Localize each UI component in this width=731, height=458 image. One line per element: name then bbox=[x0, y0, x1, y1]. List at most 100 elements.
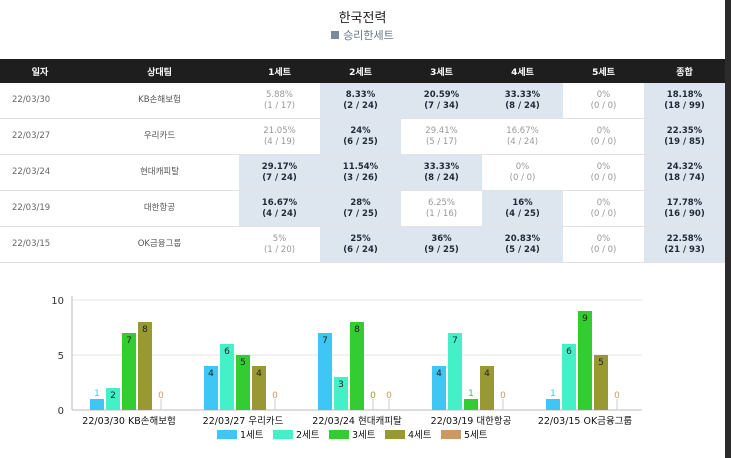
set-count: (7 / 24) bbox=[262, 172, 297, 183]
data-label: 0 bbox=[386, 391, 392, 401]
set-count: (7 / 34) bbox=[424, 100, 459, 111]
total-count: (18 / 99) bbox=[664, 100, 705, 111]
bar bbox=[448, 333, 462, 410]
legend-swatch bbox=[385, 430, 405, 439]
header-set5: 5세트 bbox=[563, 59, 644, 83]
data-label: 0 bbox=[158, 391, 164, 401]
data-label: 6 bbox=[224, 347, 230, 357]
set-percent: 5.88% bbox=[265, 89, 293, 100]
set-percent: 36% bbox=[431, 233, 452, 244]
bar bbox=[204, 366, 218, 410]
row-set4-cell: 20.83% (5 / 24) bbox=[482, 226, 563, 263]
row-set4-cell: 0% (0 / 0) bbox=[482, 154, 563, 191]
set-count: (4 / 25) bbox=[505, 208, 540, 219]
set-percent: 11.54% bbox=[342, 161, 379, 172]
set-count: (0 / 0) bbox=[590, 136, 617, 147]
data-label: 7 bbox=[452, 336, 458, 346]
set-count: (6 / 25) bbox=[343, 136, 378, 147]
data-label: 8 bbox=[354, 325, 360, 335]
row-date: 22/03/15 bbox=[0, 226, 80, 263]
header-date: 일자 bbox=[0, 59, 80, 83]
data-label: 6 bbox=[566, 347, 572, 357]
row-date: 22/03/19 bbox=[0, 190, 80, 227]
row-set2-cell: 28% (7 / 25) bbox=[320, 190, 401, 227]
page-title: 한국전력 bbox=[338, 11, 387, 26]
legend-swatch bbox=[329, 430, 349, 439]
set-count: (1 / 20) bbox=[263, 244, 296, 255]
set-count: (0 / 0) bbox=[590, 172, 617, 183]
row-set3-cell: 33.33% (8 / 24) bbox=[401, 154, 482, 191]
set-percent: 0% bbox=[596, 89, 611, 100]
square-icon bbox=[331, 31, 340, 39]
row-set3-cell: 6.25% (1 / 16) bbox=[401, 190, 482, 227]
row-total-cell: 22.35% (19 / 85) bbox=[644, 118, 725, 155]
set-count: (6 / 24) bbox=[343, 244, 378, 255]
set-percent: 16.67% bbox=[261, 197, 298, 208]
set-percent: 25% bbox=[350, 233, 371, 244]
set-count: (7 / 25) bbox=[343, 208, 378, 219]
set-percent: 33.33% bbox=[504, 89, 541, 100]
row-set5-cell: 0% (0 / 0) bbox=[563, 226, 644, 263]
row-set3-cell: 20.59% (7 / 34) bbox=[401, 83, 482, 119]
data-label: 1 bbox=[468, 389, 474, 399]
set-count: (3 / 26) bbox=[343, 172, 378, 183]
x-tick-label: 22/03/19 대한항공 bbox=[431, 416, 512, 427]
row-set3-cell: 29.41% (5 / 17) bbox=[401, 118, 482, 155]
set-count: (2 / 24) bbox=[343, 100, 378, 111]
set-percent: 8.33% bbox=[345, 89, 376, 100]
row-set5-cell: 0% (0 / 0) bbox=[563, 154, 644, 191]
row-total-cell: 18.18% (18 / 99) bbox=[644, 83, 725, 119]
bar bbox=[546, 399, 560, 410]
row-opponent: OK금융그룹 bbox=[80, 226, 239, 263]
row-set1-cell: 29.17% (7 / 24) bbox=[239, 154, 320, 191]
row-set2-cell: 11.54% (3 / 26) bbox=[320, 154, 401, 191]
set-percent: 6.25% bbox=[427, 197, 455, 208]
data-label: 3 bbox=[338, 380, 344, 390]
header-total: 종합 bbox=[644, 59, 725, 83]
row-set1-cell: 16.67% (4 / 24) bbox=[239, 190, 320, 227]
row-date: 22/03/30 bbox=[0, 83, 80, 119]
bar bbox=[594, 355, 608, 410]
x-tick-label: 22/03/30 KB손해보험 bbox=[82, 415, 175, 427]
set-count: (1 / 16) bbox=[425, 208, 458, 219]
set-percent: 33.33% bbox=[423, 161, 460, 172]
data-label: 0 bbox=[370, 391, 376, 401]
bar bbox=[578, 311, 592, 410]
legend-label: 5세트 bbox=[464, 430, 488, 441]
bar bbox=[318, 333, 332, 410]
table-header-row: 일자 상대팀 1세트 2세트 3세트 4세트 5세트 종합 bbox=[0, 59, 725, 83]
data-label: 4 bbox=[436, 369, 442, 379]
row-set1-cell: 5% (1 / 20) bbox=[239, 226, 320, 263]
set-percent: 24% bbox=[350, 125, 371, 136]
row-total-cell: 22.58% (21 / 93) bbox=[644, 226, 725, 263]
row-set4-cell: 16% (4 / 25) bbox=[482, 190, 563, 227]
data-label: 1 bbox=[550, 389, 556, 399]
data-label: 4 bbox=[484, 369, 490, 379]
row-set2-cell: 25% (6 / 24) bbox=[320, 226, 401, 263]
x-tick-label: 22/03/24 현대캐피탈 bbox=[312, 415, 402, 427]
legend-label: 3세트 bbox=[352, 430, 376, 441]
bar bbox=[562, 344, 576, 410]
header-opponent: 상대팀 bbox=[80, 59, 239, 83]
set-percent: 5% bbox=[272, 233, 287, 244]
total-count: (21 / 93) bbox=[664, 244, 705, 255]
set-percent: 0% bbox=[596, 125, 611, 136]
data-label: 4 bbox=[256, 369, 262, 379]
set-percent: 29.41% bbox=[425, 125, 458, 136]
legend-label: 1세트 bbox=[240, 430, 264, 441]
bar bbox=[236, 355, 250, 410]
row-total-cell: 24.32% (18 / 74) bbox=[644, 154, 725, 191]
table-row: 22/03/30 KB손해보험 5.88% (1 / 17) 8.33% (2 / 24)… bbox=[0, 83, 725, 119]
data-label: 2 bbox=[110, 391, 116, 401]
row-set4-cell: 16.67% (4 / 24) bbox=[482, 118, 563, 155]
set-count: (0 / 0) bbox=[590, 208, 617, 219]
bar bbox=[464, 399, 478, 410]
legend-label: 4세트 bbox=[408, 430, 432, 441]
set-count: (4 / 24) bbox=[262, 208, 297, 219]
row-set5-cell: 0% (0 / 0) bbox=[563, 118, 644, 155]
total-percent: 24.32% bbox=[666, 161, 703, 172]
legend-swatch bbox=[217, 430, 237, 439]
data-label: 0 bbox=[272, 391, 278, 401]
subtitle-text: 승리한세트 bbox=[343, 29, 394, 42]
total-percent: 18.18% bbox=[666, 89, 703, 100]
